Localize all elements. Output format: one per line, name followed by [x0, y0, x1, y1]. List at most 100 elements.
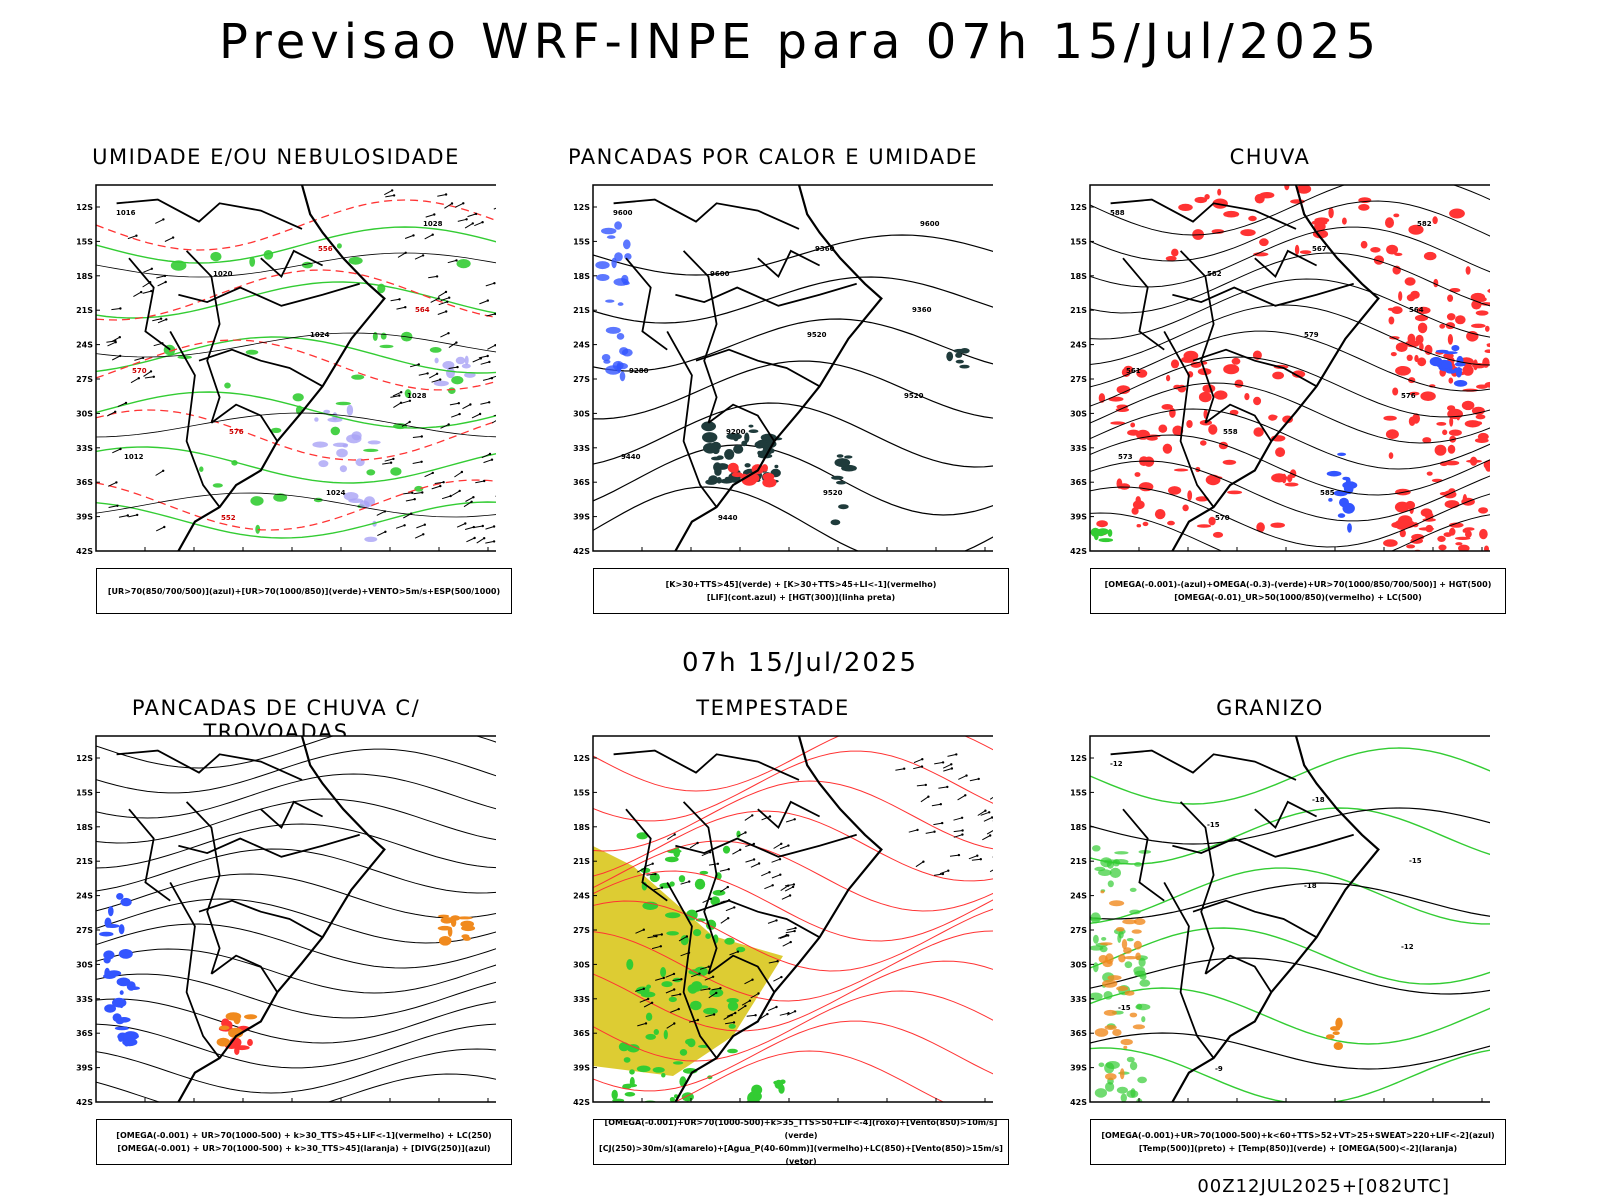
coastline: [177, 185, 386, 551]
rain-red-field: [1390, 352, 1397, 357]
lif-blue-field: [603, 359, 611, 364]
contour-label: 564: [1409, 306, 1424, 314]
wind-vector: [786, 927, 796, 931]
wind-850-green-field: [712, 889, 726, 896]
state-border: [1192, 899, 1318, 939]
omega-orange-field: [1333, 1042, 1343, 1050]
rain-red-field: [1475, 414, 1486, 420]
convection-teal-field: [711, 456, 722, 461]
run-info: 00Z12JUL2025+[082UTC]: [1197, 1176, 1450, 1197]
wind-vector-head: [778, 858, 782, 861]
wind-vector: [404, 234, 414, 239]
wind-vector-head: [455, 259, 458, 262]
temp-850-green-field: [1098, 1062, 1105, 1068]
wind-vector: [780, 885, 789, 892]
convection-teal-field: [748, 424, 754, 428]
rain-red-field: [1447, 444, 1456, 454]
rain-red-field: [1136, 524, 1142, 528]
wind-vector-head: [465, 218, 468, 221]
temp-850-green-field: [1116, 1086, 1128, 1094]
divergence-blue-field: [123, 1031, 139, 1041]
wind-vector: [678, 936, 688, 942]
wind-vector: [155, 218, 164, 224]
humidity-green-field: [429, 347, 442, 353]
lat-tick-label: 36S: [1070, 1029, 1087, 1038]
rain-red-field: [1408, 416, 1416, 426]
rain-red-field: [1385, 217, 1394, 229]
wind-vector: [475, 480, 485, 484]
lon-tick-label: 60W: [184, 554, 204, 555]
rain-red-field: [1447, 334, 1453, 345]
wind-850-green-field: [751, 1084, 763, 1096]
lat-tick-label: 24S: [1070, 341, 1087, 350]
rain-red-field: [1485, 325, 1490, 332]
contour-label: -15: [1409, 857, 1422, 865]
rain-red-field: [1436, 422, 1447, 426]
rain-red-field: [1410, 537, 1423, 544]
convection-teal-field: [831, 475, 844, 480]
rain-red-field: [1253, 252, 1269, 257]
wind-vector: [143, 370, 152, 377]
wind-vector: [438, 291, 447, 298]
wind-vector: [413, 492, 423, 495]
rain-red-field: [1202, 385, 1208, 392]
state-border: [169, 881, 221, 1059]
rain-red-field: [1449, 208, 1465, 219]
humidity-green-field: [249, 256, 256, 267]
rain-red-field: [1134, 472, 1141, 477]
wind-850-green-field: [636, 832, 649, 840]
rain-red-field: [1422, 437, 1432, 444]
streamline: [96, 1048, 496, 1094]
wind-vector: [784, 884, 794, 887]
lat-tick-label: 30S: [76, 960, 93, 969]
legend-line-1: [OMEGA(-0.001)+UR>70(1000-500)+k>35_TTS>…: [604, 1118, 998, 1140]
wind-850-green-field: [686, 909, 698, 921]
height-300-contour: [593, 360, 993, 420]
omega-orange-field: [1103, 1009, 1117, 1016]
temp-850-green-field: [1107, 880, 1114, 888]
convection-teal-field: [836, 480, 847, 485]
wind-vector: [732, 849, 741, 855]
wind-850-green-field: [695, 918, 706, 922]
lon-tick-label: 40W: [1374, 554, 1394, 555]
rain-red-field: [1449, 522, 1464, 528]
wind-vector: [915, 861, 924, 868]
wind-vector: [487, 344, 496, 350]
rain-red-field: [1132, 500, 1145, 510]
lat-tick-label: 21S: [1070, 306, 1087, 315]
wind-vector: [942, 763, 952, 769]
rain-red-field: [1394, 252, 1403, 256]
panel-title: PANCADAS POR CALOR E UMIDADE: [567, 145, 979, 169]
wind-vector: [493, 207, 496, 210]
contour-label: -15: [1118, 1004, 1131, 1012]
wind-vector-head: [486, 354, 489, 358]
state-border: [116, 198, 303, 230]
wind-vector: [651, 945, 661, 950]
lat-tick-label: 36S: [76, 1029, 93, 1038]
wind-vector-head: [464, 522, 467, 525]
omega-orange-field: [1123, 956, 1138, 960]
state-border: [1254, 249, 1318, 278]
lon-tick-label: 40W: [877, 554, 897, 555]
omega-orange-field: [1132, 1024, 1145, 1030]
contour-label: 570: [1215, 514, 1230, 522]
wind-vector-head: [444, 193, 448, 196]
wind-vector: [723, 1014, 732, 1020]
omega-blue-field: [1342, 502, 1355, 514]
wind-vector: [913, 766, 923, 770]
wind-vector-head: [775, 919, 778, 922]
lon-tick-label: 35W: [1423, 1105, 1443, 1106]
wind-vector: [711, 987, 721, 991]
wind-vector-head: [748, 999, 752, 1002]
wind-vector-head: [150, 289, 153, 293]
divergence-blue-field: [104, 1004, 116, 1013]
wind-vector-head: [655, 935, 658, 938]
convection-teal-field: [760, 438, 767, 447]
state-border: [185, 801, 221, 975]
wind-vector-head: [447, 423, 450, 426]
lat-tick-label: 15S: [76, 788, 93, 797]
map-frame: [1089, 184, 1490, 552]
wind-850-green-field: [649, 872, 660, 883]
wind-vector-head: [389, 461, 393, 464]
lat-tick-label: 21S: [573, 857, 590, 866]
